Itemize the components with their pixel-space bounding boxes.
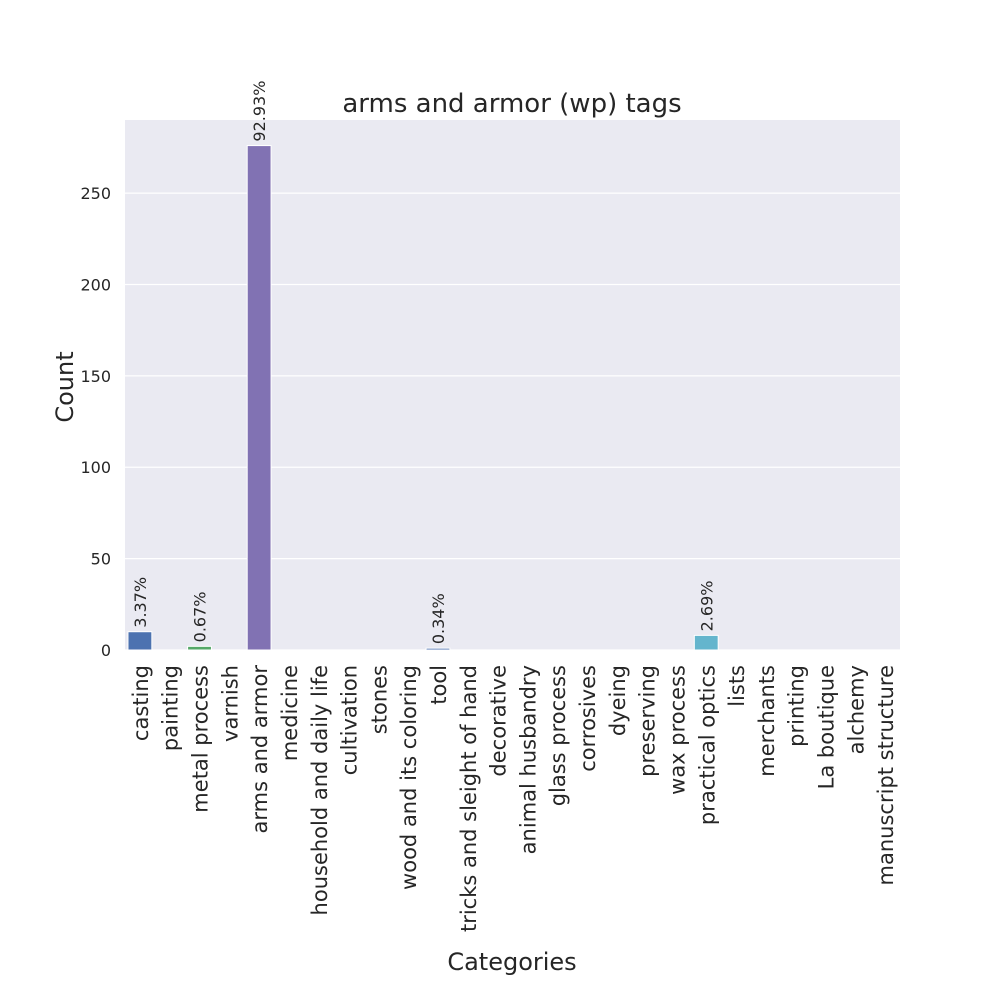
x-tick-label: wax process xyxy=(665,665,689,795)
x-tick-label: alchemy xyxy=(844,665,868,754)
x-tick-label: household and daily life xyxy=(308,665,332,915)
x-tick-label: merchants xyxy=(755,665,779,777)
x-tick-label: animal husbandry xyxy=(516,665,540,854)
x-tick-label: cultivation xyxy=(338,665,362,775)
bar-value-label: 92.93% xyxy=(250,81,269,142)
bar xyxy=(127,631,153,651)
plot-background xyxy=(125,120,900,650)
x-tick-label: casting xyxy=(129,665,153,741)
x-tick-label: painting xyxy=(159,665,183,751)
x-tick-label: decorative xyxy=(487,665,511,777)
x-tick-label: tool xyxy=(427,665,451,705)
chart-title: arms and armor (wp) tags xyxy=(342,89,681,119)
y-tick-label: 250 xyxy=(80,184,111,203)
x-tick-label: manuscript structure xyxy=(874,665,898,885)
x-tick-label: glass process xyxy=(546,665,570,806)
x-tick-label: corrosives xyxy=(576,665,600,772)
x-tick-label: wood and its coloring xyxy=(397,665,421,890)
bar-value-label: 3.37% xyxy=(131,577,150,628)
x-axis-label: Categories xyxy=(447,948,576,976)
x-tick-label: preserving xyxy=(636,665,660,777)
x-tick-labels: casting painting metal process varnish arms … xyxy=(129,665,898,932)
x-tick-label: practical optics xyxy=(695,665,719,825)
y-tick-label: 100 xyxy=(80,458,111,477)
x-tick-label: varnish xyxy=(218,665,242,742)
y-tick-labels: 0 50 100 150 200 250 xyxy=(80,184,111,660)
bar-value-label: 0.67% xyxy=(191,592,210,643)
bar xyxy=(693,634,719,651)
bar-value-label: 0.34% xyxy=(429,593,448,644)
bars xyxy=(127,145,719,651)
bar-labels: 3.37% 0.67% 92.93% 0.34% 2.69% xyxy=(131,81,716,645)
x-tick-label: arms and armor xyxy=(248,665,272,834)
x-tick-label: La boutique xyxy=(814,665,838,789)
x-tick-label: printing xyxy=(785,665,809,747)
x-tick-label: metal process xyxy=(189,665,213,813)
y-tick-label: 200 xyxy=(80,275,111,294)
bar xyxy=(246,145,272,651)
y-tick-label: 50 xyxy=(91,550,111,569)
bar xyxy=(425,647,451,651)
bar xyxy=(187,645,212,651)
x-tick-label: stones xyxy=(367,665,391,734)
x-tick-label: dyeing xyxy=(606,665,630,736)
x-tick-label: tricks and sleight of hand xyxy=(457,665,481,932)
x-tick-label: medicine xyxy=(278,665,302,761)
y-tick-label: 150 xyxy=(80,367,111,386)
y-tick-label: 0 xyxy=(101,641,111,660)
y-axis-label: Count xyxy=(51,351,79,422)
x-tick-label: lists xyxy=(725,665,749,707)
bar-value-label: 2.69% xyxy=(697,581,716,632)
